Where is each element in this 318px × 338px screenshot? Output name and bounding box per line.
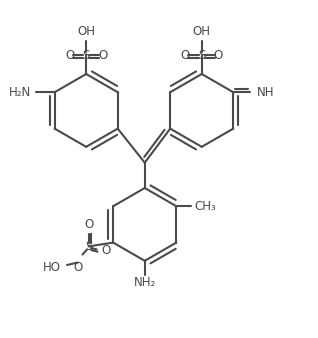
Text: NH₂: NH₂ xyxy=(134,276,156,289)
Text: H₂N: H₂N xyxy=(9,86,31,99)
Text: O: O xyxy=(65,49,74,62)
Text: S: S xyxy=(85,240,92,253)
Text: O: O xyxy=(181,49,190,62)
Text: OH: OH xyxy=(77,25,95,38)
Text: OH: OH xyxy=(193,25,211,38)
Text: O: O xyxy=(98,49,107,62)
Text: S: S xyxy=(198,49,205,62)
Text: HO: HO xyxy=(43,261,61,274)
Text: S: S xyxy=(82,49,90,62)
Text: CH₃: CH₃ xyxy=(194,200,216,213)
Text: O: O xyxy=(84,218,93,231)
Text: O: O xyxy=(214,49,223,62)
Text: O: O xyxy=(73,261,82,274)
Text: O: O xyxy=(101,244,111,258)
Text: NH: NH xyxy=(256,86,274,99)
